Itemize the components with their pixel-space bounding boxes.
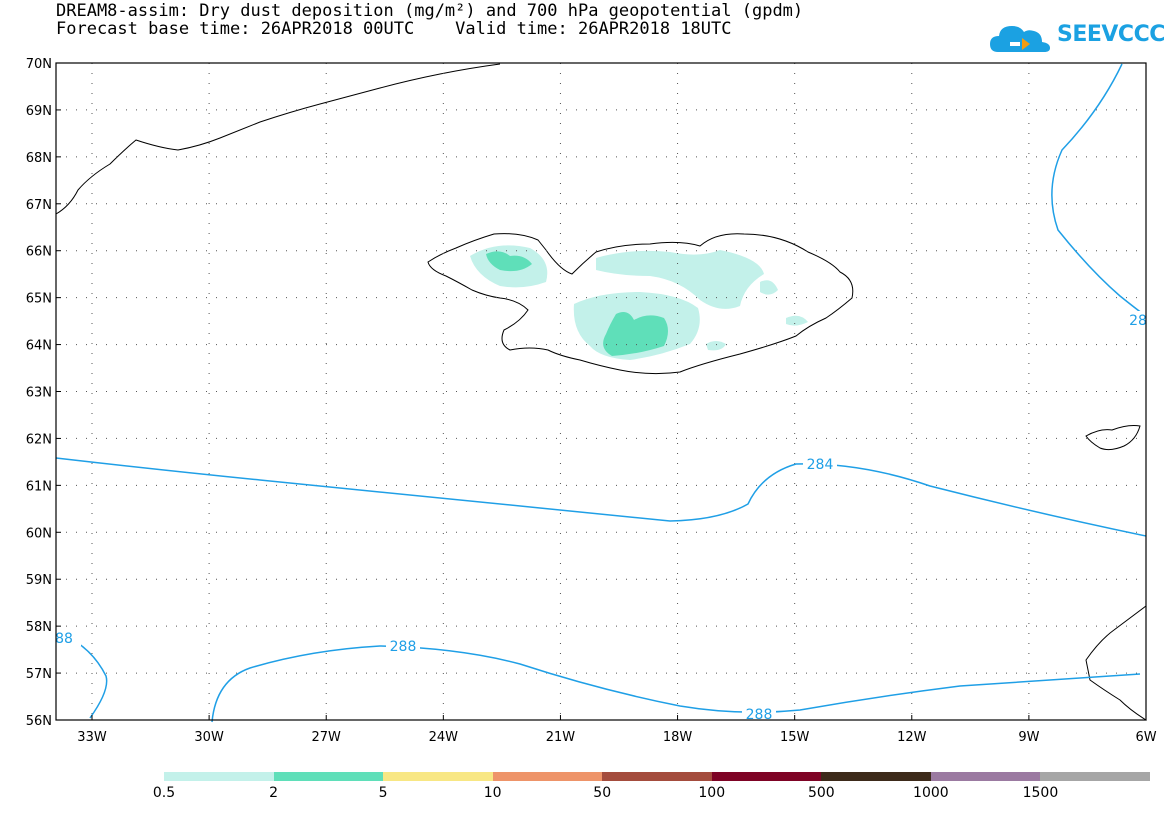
lon-label: 30W: [194, 730, 224, 745]
lat-label: 63N: [26, 386, 52, 401]
lat-label: 65N: [26, 292, 52, 307]
contour-label: 284: [807, 457, 834, 473]
coastline-greenland: [55, 63, 501, 215]
coastlines: [55, 63, 1147, 721]
lon-label: 18W: [663, 730, 693, 745]
contour-label: 88: [55, 631, 73, 647]
contour-288-south: [211, 645, 1141, 723]
grid-lines: [56, 63, 1146, 720]
coastline-iceland: [427, 233, 854, 375]
contour-284: [55, 457, 1147, 537]
legend-swatch: [711, 772, 822, 781]
lat-label: 62N: [26, 432, 52, 447]
lon-label: 6W: [1135, 730, 1156, 745]
longitude-labels: 33W 30W 27W 24W 21W 18W 15W 12W 9W 6W: [77, 715, 1157, 745]
lat-label: 66N: [26, 245, 52, 260]
lon-label: 24W: [429, 730, 459, 745]
legend-label: 50: [593, 785, 612, 801]
chart-title: DREAM8-assim: Dry dust deposition (mg/m²…: [56, 1, 804, 21]
legend-swatch: [1040, 772, 1150, 781]
legend-label: 5: [378, 785, 388, 801]
contour-label: 288: [390, 639, 417, 655]
logo-text: SEEVCCC: [1057, 22, 1165, 47]
dust-deposition-fields: [470, 245, 808, 360]
geopotential-contours: [55, 63, 1147, 723]
dust-area-southeast: [706, 341, 726, 351]
dust-area-iceland-north: [596, 250, 764, 309]
contour-labels: 284 288 288 28 88: [47, 311, 1155, 723]
lat-label: 59N: [26, 573, 52, 588]
legend-swatch: [821, 772, 931, 781]
lat-label: 67N: [26, 198, 52, 213]
contour-label-bg: [742, 705, 776, 722]
dust-area-interior-core: [603, 312, 668, 356]
lat-label: 61N: [26, 479, 52, 494]
dust-area-iceland-east: [760, 280, 778, 295]
dust-area-westfjords-core: [486, 251, 532, 272]
map-frame: [55, 62, 1147, 721]
lon-label: 15W: [780, 730, 810, 745]
legend-label: 0.5: [152, 785, 176, 801]
latitude-labels: 70N 69N 68N 67N 66N 65N 64N 63N 62N 61N 60N 59N 58N 5…: [26, 57, 61, 729]
contour-280-east: [1051, 63, 1147, 317]
lat-label: 57N: [26, 667, 52, 682]
legend-swatch: [383, 772, 493, 781]
legend-label: 1500: [1022, 785, 1059, 801]
lon-label: 21W: [546, 730, 576, 745]
lon-label: 9W: [1018, 730, 1039, 745]
contour-label: 28: [1129, 313, 1147, 329]
lat-label: 60N: [26, 526, 52, 541]
chart-subtitle: Forecast base time: 26APR2018 00UTC Vali…: [56, 19, 732, 39]
lat-label: 70N: [26, 57, 52, 72]
dust-area-east-coast: [786, 315, 808, 326]
contour-label: 288: [746, 707, 773, 723]
contour-label-bg: [803, 455, 837, 472]
legend-label: 10: [483, 785, 502, 801]
lat-label: 69N: [26, 104, 52, 119]
legend-swatch: [492, 772, 603, 781]
lat-label: 56N: [26, 714, 52, 729]
coastline-scotland: [1085, 605, 1147, 721]
cloud-logo-icon: [990, 26, 1050, 52]
lat-label: 68N: [26, 151, 52, 166]
lon-label: 12W: [897, 730, 927, 745]
contour-label-bg: [386, 637, 420, 654]
legend-label: 500: [807, 785, 835, 801]
lon-label: 33W: [77, 730, 107, 745]
legend-label: 1000: [913, 785, 949, 801]
legend-swatch: [930, 772, 1041, 781]
lon-label: 27W: [312, 730, 342, 745]
coastline-faroe: [1085, 425, 1141, 451]
legend-swatch: [273, 772, 384, 781]
lat-label: 64N: [26, 339, 52, 354]
legend-swatch: [164, 772, 274, 781]
legend-label: 2: [269, 785, 279, 801]
legend-label: 100: [698, 785, 726, 801]
legend-swatch: [602, 772, 712, 781]
lat-label: 58N: [26, 620, 52, 635]
